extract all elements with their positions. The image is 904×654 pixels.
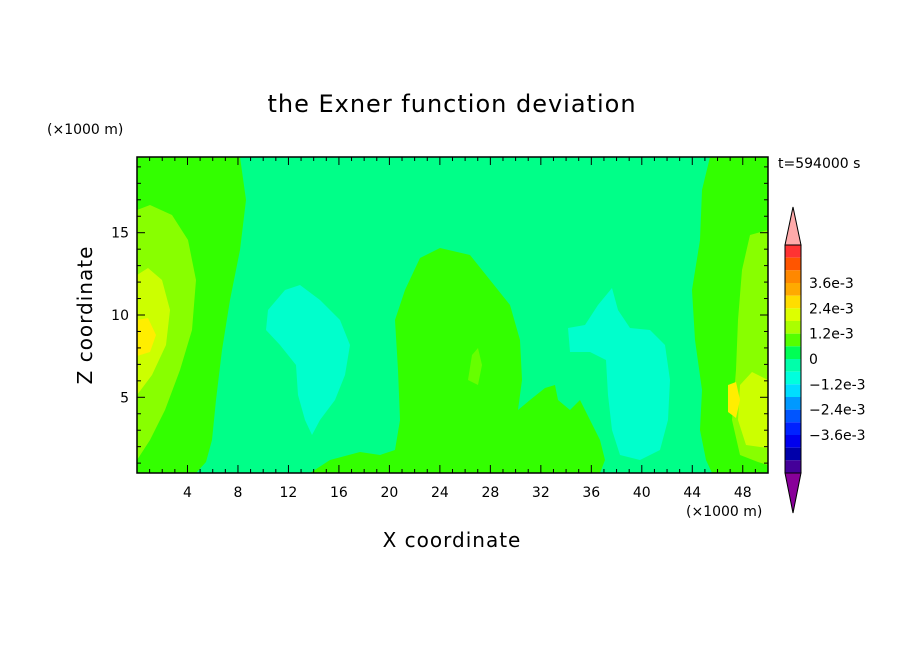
- x-tick-label: 48: [734, 485, 752, 501]
- colorbar-label: 2.4e-3: [809, 301, 854, 317]
- x-tick-label: 36: [582, 485, 600, 501]
- x-unit-label: (×1000 m): [686, 504, 762, 520]
- colorbar-swatch: [785, 270, 801, 283]
- colorbar-swatch: [785, 295, 801, 309]
- y-tick-label: 10: [111, 308, 129, 324]
- x-axis-title: X coordinate: [383, 528, 522, 552]
- colorbar-swatch: [785, 245, 801, 258]
- colorbar-swatch: [785, 447, 801, 461]
- x-tick-label: 4: [183, 485, 192, 501]
- x-tick-label: 12: [280, 485, 298, 501]
- colorbar-over-arrow: [784, 206, 802, 246]
- colorbar-swatch: [785, 409, 801, 423]
- x-tick-label: 28: [481, 485, 499, 501]
- colorbar-under-arrow: [784, 472, 802, 514]
- x-tick-label: 32: [532, 485, 550, 501]
- colorbar-swatch: [785, 384, 801, 397]
- field-neg-right: [568, 288, 670, 460]
- y-unit-label: (×1000 m): [47, 122, 123, 138]
- field-center-band-2: [468, 348, 482, 385]
- colorbar-label: 0: [809, 352, 818, 368]
- y-tick-label: 5: [120, 390, 129, 406]
- y-axis-title: Z coordinate: [73, 246, 97, 385]
- colorbar-label: 3.6e-3: [809, 276, 854, 292]
- colorbar-label: −2.4e-3: [809, 403, 866, 419]
- colorbar-swatch: [785, 308, 801, 321]
- field-left-peak: [137, 318, 156, 356]
- y-axis-ticks: 5 10 15: [111, 166, 768, 464]
- contour-field: [137, 157, 768, 473]
- colorbar-label: −1.2e-3: [809, 377, 866, 393]
- colorbar-label: 1.2e-3: [809, 327, 854, 343]
- x-tick-label: 20: [380, 485, 398, 501]
- colorbar-swatch: [785, 321, 801, 334]
- colorbar: 3.6e-3 2.4e-3 1.2e-3 0 −1.2e-3 −2.4e-3 −3.6e-3: [784, 206, 866, 514]
- y-tick-label: 15: [111, 226, 129, 242]
- colorbar-swatch: [785, 397, 801, 410]
- x-tick-label: 40: [633, 485, 651, 501]
- field-right-band-3: [738, 372, 768, 448]
- field-right-peak: [728, 382, 740, 418]
- colorbar-swatch: [785, 371, 801, 385]
- colorbar-swatch: [785, 283, 801, 296]
- field-neg-left: [266, 285, 350, 435]
- colorbar-label: −3.6e-3: [809, 428, 866, 444]
- colorbar-swatch: [785, 460, 801, 473]
- chart-title: the Exner function deviation: [267, 90, 636, 118]
- x-tick-label: 16: [330, 485, 348, 501]
- x-tick-label: 44: [683, 485, 701, 501]
- colorbar-swatch: [785, 422, 801, 435]
- field-center-band: [310, 248, 605, 473]
- colorbar-swatch: [785, 333, 801, 347]
- colorbar-swatch: [785, 257, 801, 271]
- colorbar-swatch: [785, 435, 801, 448]
- time-label: t=594000 s: [778, 156, 860, 172]
- colorbar-swatch: [785, 346, 801, 359]
- x-tick-label: 8: [233, 485, 242, 501]
- x-tick-label: 24: [431, 485, 449, 501]
- x-axis-ticks: 4 8 12 16 20 24 28 32 36 40 44 48: [149, 157, 756, 501]
- colorbar-swatch: [785, 359, 801, 372]
